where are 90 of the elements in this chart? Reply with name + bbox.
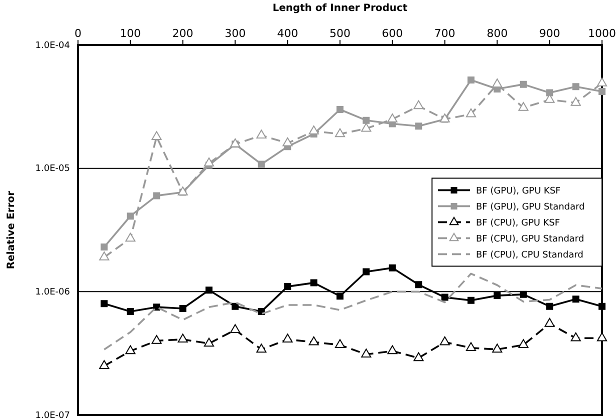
y-tick-label: 1.0E-05 (35, 164, 70, 174)
point (282, 137, 293, 146)
y-tick-label: 1.0E-06 (35, 288, 70, 298)
point (494, 292, 501, 300)
x-tick-label: 100 (120, 27, 141, 40)
y-tick-label: 1.0E-07 (35, 410, 70, 419)
point (152, 334, 162, 344)
point (546, 302, 554, 310)
point (387, 113, 398, 122)
point (387, 345, 398, 354)
point (179, 305, 186, 312)
point (178, 334, 188, 343)
point (308, 125, 319, 134)
point (99, 252, 110, 260)
point (492, 344, 502, 353)
legend-label: BF (CPU), GPU Standard (476, 234, 584, 245)
point (125, 345, 136, 354)
legend-label: BF (GPU), GPU Standard (476, 202, 585, 213)
point (310, 279, 318, 286)
point (440, 336, 450, 346)
x-tick-label: 300 (224, 27, 246, 40)
point (336, 106, 344, 113)
x-tick-label: 200 (172, 27, 194, 40)
point (152, 131, 162, 140)
point (308, 336, 319, 346)
point (256, 344, 266, 353)
x-axis-title: Length of Inner Product (272, 3, 408, 14)
point (334, 339, 346, 348)
point (468, 76, 474, 84)
point (598, 302, 606, 310)
x-tick-label: 1000 (588, 27, 616, 40)
point (414, 100, 424, 110)
point (362, 116, 370, 124)
point (518, 102, 528, 111)
point (204, 338, 214, 347)
point (415, 281, 422, 288)
point (520, 80, 527, 88)
point (441, 294, 448, 301)
point (99, 360, 110, 370)
line-series (103, 272, 603, 350)
point (415, 122, 422, 130)
point (230, 324, 240, 334)
point (414, 352, 424, 362)
point (361, 348, 372, 358)
point (206, 286, 212, 294)
point (570, 97, 581, 106)
x-tick-label: 700 (434, 27, 456, 40)
legend-label: BF (GPU), GPU KSF (476, 186, 561, 197)
point (598, 88, 606, 95)
point (570, 332, 581, 342)
point (596, 77, 608, 86)
point (466, 108, 476, 118)
x-tick-label: 400 (277, 27, 298, 40)
point (204, 157, 214, 166)
x-tick-label: 500 (330, 27, 350, 40)
x-tick-label: 800 (486, 27, 508, 40)
point (336, 292, 344, 300)
point (466, 342, 476, 352)
x-tick-label: 900 (539, 27, 560, 40)
y-axis-title: Relative Error (6, 190, 17, 270)
point (232, 302, 239, 310)
point (596, 332, 608, 342)
x-tick-label: 0 (74, 27, 82, 40)
point (388, 264, 396, 272)
point (126, 212, 134, 220)
point (492, 78, 502, 88)
point (282, 334, 293, 343)
point (362, 268, 370, 276)
point (518, 339, 528, 348)
point (334, 128, 346, 138)
point (572, 296, 580, 303)
legend-label: BF (CPU), CPU Standard (476, 250, 584, 261)
point (100, 244, 108, 251)
point (153, 192, 160, 200)
point (153, 304, 160, 311)
point (361, 122, 372, 132)
point (100, 300, 108, 308)
point (284, 283, 292, 290)
point (520, 290, 527, 298)
point (258, 160, 265, 168)
point (544, 318, 555, 327)
point (572, 83, 580, 90)
y-tick-label: 1.0E-04 (35, 40, 70, 51)
point (126, 308, 134, 316)
x-tick-label: 600 (382, 27, 403, 40)
point (440, 113, 450, 122)
legend-label: BF (CPU), GPU KSF (476, 218, 560, 229)
point (125, 232, 136, 242)
point (468, 296, 474, 304)
point (256, 130, 266, 139)
